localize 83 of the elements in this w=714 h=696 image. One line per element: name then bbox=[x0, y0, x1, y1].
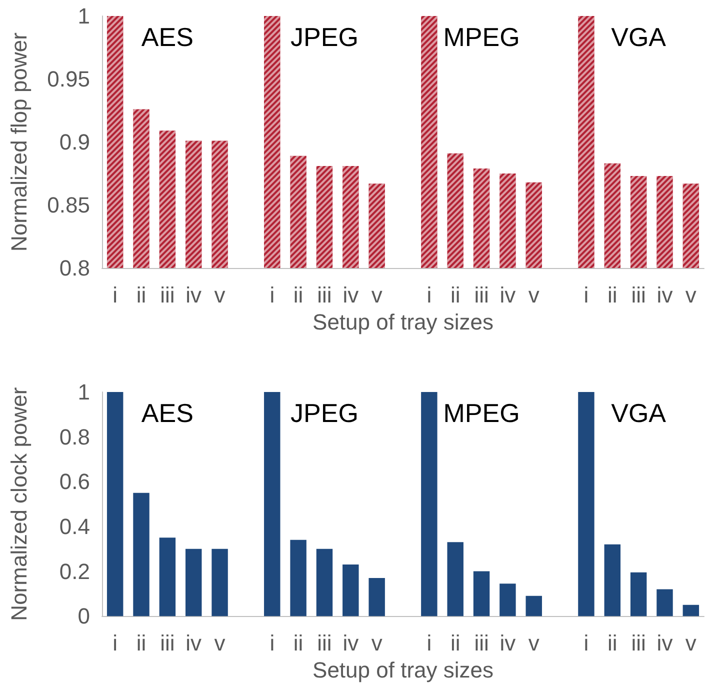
x-tick-label: iv bbox=[186, 630, 202, 656]
x-tick-label: ii bbox=[293, 282, 304, 308]
x-tick-label: i bbox=[426, 282, 432, 308]
bar bbox=[630, 572, 647, 616]
x-tick-label: v bbox=[528, 282, 540, 308]
x-tick-label: v bbox=[371, 282, 382, 308]
x-tick-label: iii bbox=[631, 282, 646, 308]
x-tick-label: iv bbox=[500, 630, 516, 656]
x-tick-label: v bbox=[685, 630, 696, 656]
annotation: VGA bbox=[611, 398, 667, 428]
y-tick-label: 0.9 bbox=[59, 130, 90, 154]
x-tick-label: iii bbox=[631, 630, 646, 656]
annotation: VGA bbox=[611, 22, 667, 52]
y-tick-label: 0.4 bbox=[59, 514, 90, 539]
x-tick-label: ii bbox=[450, 630, 460, 656]
y-tick-label: 0.8 bbox=[59, 256, 90, 280]
x-tick-label: iv bbox=[186, 282, 202, 308]
x-tick-label: iv bbox=[342, 630, 359, 656]
bar bbox=[526, 596, 542, 616]
x-tick-label: iii bbox=[160, 630, 175, 656]
x-tick-label: ii bbox=[608, 282, 618, 308]
bar bbox=[185, 548, 202, 616]
y-axis-title: Normalized flop power bbox=[6, 32, 32, 252]
bar bbox=[368, 578, 385, 616]
x-tick-label: iv bbox=[656, 282, 673, 308]
annotation: AES bbox=[141, 398, 194, 428]
x-tick-label: ii bbox=[136, 282, 146, 308]
bar bbox=[500, 584, 516, 616]
y-axis-title: Normalized clock power bbox=[6, 387, 32, 621]
y-tick-label: 0.95 bbox=[47, 66, 90, 92]
bar bbox=[106, 392, 124, 616]
x-tick-label: ii bbox=[293, 630, 304, 656]
bar bbox=[578, 392, 594, 616]
x-tick-label: i bbox=[112, 282, 118, 308]
bar bbox=[212, 548, 228, 616]
x-tick-label: v bbox=[685, 282, 696, 308]
y-tick-label: 0 bbox=[78, 604, 90, 629]
x-tick-label: ii bbox=[450, 282, 460, 308]
x-axis-title: Setup of tray sizes bbox=[312, 658, 494, 682]
y-tick-label: 0.6 bbox=[59, 469, 90, 494]
bar bbox=[159, 538, 176, 616]
x-tick-label: i bbox=[584, 630, 589, 656]
x-tick-label: iii bbox=[317, 630, 332, 656]
x-axis-title: Setup of tray sizes bbox=[312, 309, 494, 334]
bar bbox=[473, 571, 490, 616]
x-tick-label: iii bbox=[317, 282, 332, 308]
bar bbox=[264, 392, 280, 616]
bar bbox=[656, 589, 673, 616]
bar bbox=[447, 542, 464, 616]
x-tick-label: v bbox=[371, 630, 382, 656]
y-tick-label: 0.85 bbox=[47, 192, 90, 218]
x-tick-label: iii bbox=[474, 282, 489, 308]
x-tick-label: i bbox=[426, 630, 432, 656]
bar bbox=[342, 564, 359, 616]
bar bbox=[604, 544, 621, 616]
y-tick-label: 1 bbox=[78, 4, 90, 28]
x-tick-label: v bbox=[214, 630, 226, 656]
x-tick-label: iii bbox=[160, 282, 175, 308]
bar bbox=[133, 492, 150, 616]
x-tick-label: ii bbox=[608, 630, 618, 656]
x-tick-label: iv bbox=[656, 630, 673, 656]
x-tick-label: i bbox=[270, 282, 275, 308]
x-tick-label: iv bbox=[342, 282, 359, 308]
annotation: AES bbox=[141, 22, 194, 52]
x-tick-label: i bbox=[584, 282, 589, 308]
x-tick-label: ii bbox=[136, 630, 146, 656]
x-tick-label: i bbox=[112, 630, 118, 656]
x-tick-label: v bbox=[528, 630, 540, 656]
bar bbox=[421, 392, 438, 616]
x-tick-label: iv bbox=[500, 282, 516, 308]
x-tick-label: i bbox=[270, 630, 275, 656]
y-tick-label: 1 bbox=[78, 380, 90, 404]
x-tick-label: iii bbox=[474, 630, 489, 656]
annotation: MPEG bbox=[443, 22, 520, 52]
bar bbox=[290, 540, 306, 616]
y-tick-label: 0.2 bbox=[59, 558, 90, 584]
annotation: MPEG bbox=[443, 398, 520, 428]
bar bbox=[682, 604, 700, 616]
x-tick-label: v bbox=[214, 282, 226, 308]
annotation: JPEG bbox=[290, 22, 358, 52]
y-tick-label: 0.8 bbox=[59, 424, 90, 450]
annotation: JPEG bbox=[290, 398, 358, 428]
bar bbox=[316, 548, 333, 616]
